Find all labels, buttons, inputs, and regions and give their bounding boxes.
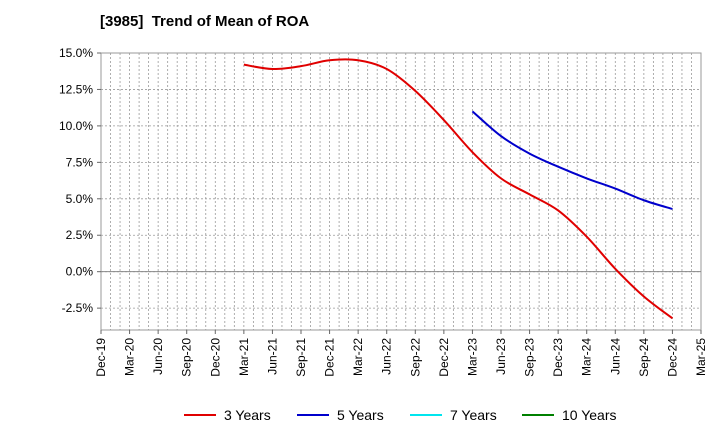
y-tick-label: -2.5% bbox=[62, 301, 94, 315]
x-tick-label: Sep-24 bbox=[637, 338, 651, 377]
y-tick-label: 0.0% bbox=[66, 265, 94, 279]
x-tick-label: Sep-21 bbox=[294, 338, 308, 377]
series-line-3-years bbox=[243, 58, 674, 320]
legend-label-5-years: 5 Years bbox=[337, 407, 384, 423]
legend-label-10-years: 10 Years bbox=[562, 407, 617, 423]
y-tick-label: 7.5% bbox=[66, 155, 94, 169]
x-tick-label: Dec-19 bbox=[94, 338, 108, 377]
y-axis: 15.0% 12.5% 10.0% 7.5% 5.0% 2.5% 0.0% -2.5% bbox=[59, 46, 101, 315]
x-tick-label: Dec-22 bbox=[437, 338, 451, 377]
x-tick-label: Jun-24 bbox=[608, 338, 622, 375]
y-tick-label: 15.0% bbox=[59, 46, 93, 60]
x-tick-label: Mar-20 bbox=[123, 338, 137, 376]
chart-title: [3985] Trend of Mean of ROA bbox=[100, 13, 310, 30]
y-tick-label: 10.0% bbox=[59, 119, 93, 133]
x-tick-label: Sep-22 bbox=[408, 338, 422, 377]
x-tick-label: Dec-24 bbox=[665, 338, 679, 377]
y-tick-label: 12.5% bbox=[59, 82, 93, 96]
plot-area bbox=[100, 52, 702, 331]
legend: 3 Years 5 Years 7 Years 10 Years bbox=[184, 407, 617, 423]
x-tick-label: Sep-20 bbox=[180, 338, 194, 377]
legend-label-3-years: 3 Years bbox=[224, 407, 271, 423]
x-tick-label: Mar-22 bbox=[351, 338, 365, 376]
x-tick-label: Mar-25 bbox=[694, 338, 708, 376]
x-tick-label: Jun-23 bbox=[494, 338, 508, 375]
series-lines bbox=[243, 58, 674, 320]
x-tick-label: Sep-23 bbox=[523, 338, 537, 377]
y-tick-label: 5.0% bbox=[66, 192, 94, 206]
x-tick-label: Dec-23 bbox=[551, 338, 565, 377]
legend-label-7-years: 7 Years bbox=[450, 407, 497, 423]
x-tick-label: Jun-21 bbox=[265, 338, 279, 375]
x-axis: Dec-19 Mar-20 Jun-20 Sep-20 Dec-20 Mar-21 Jun-… bbox=[94, 330, 708, 377]
x-tick-label: Jun-22 bbox=[380, 338, 394, 375]
series-line-5-years bbox=[471, 110, 673, 210]
x-tick-label: Mar-23 bbox=[465, 338, 479, 376]
x-tick-label: Mar-24 bbox=[580, 338, 594, 376]
x-tick-label: Jun-20 bbox=[151, 338, 165, 375]
x-tick-label: Dec-21 bbox=[323, 338, 337, 377]
x-tick-label: Mar-21 bbox=[237, 338, 251, 376]
x-tick-label: Dec-20 bbox=[208, 338, 222, 377]
y-tick-label: 2.5% bbox=[66, 228, 94, 242]
